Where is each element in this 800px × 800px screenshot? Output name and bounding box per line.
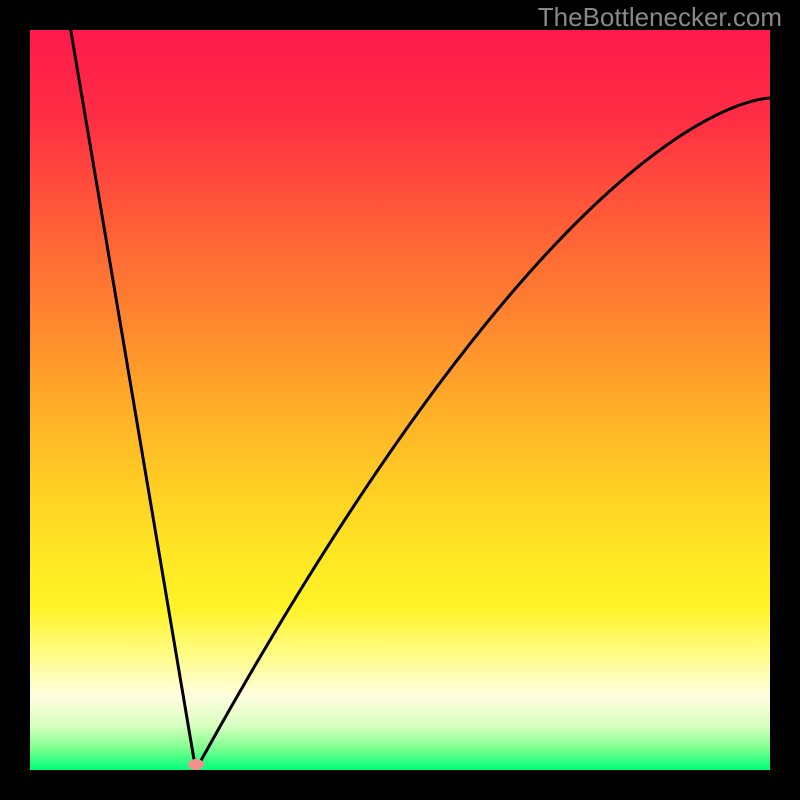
chart-container: TheBottlenecker.com: [0, 0, 800, 800]
plot-area: [30, 30, 770, 770]
bottleneck-curve: [30, 30, 770, 770]
watermark-text: TheBottlenecker.com: [538, 2, 782, 33]
